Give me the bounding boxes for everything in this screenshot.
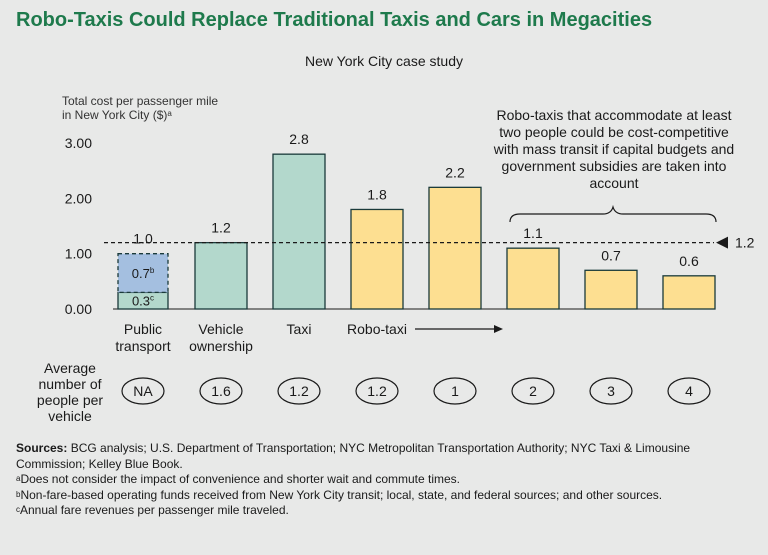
bar-value-label: 0.6 xyxy=(679,253,699,269)
avg-people-label: Average number of people per vehicle xyxy=(36,360,104,424)
bar xyxy=(428,186,482,310)
chart-subtitle: New York City case study xyxy=(305,53,463,69)
bar-segment xyxy=(117,253,169,294)
sources-line: Sources: BCG analysis; U.S. Department o… xyxy=(16,441,756,472)
category-label: transport xyxy=(115,338,170,354)
footnote-b: bNon-fare-based operating funds received… xyxy=(16,488,756,504)
bar xyxy=(350,208,404,310)
bar-segment-value-label: 0.7b xyxy=(132,266,155,281)
sources-label: Sources: xyxy=(16,441,68,455)
bar-chart: 0.001.002.003.00 0.3c0.7b1.0Publictransp… xyxy=(65,131,755,405)
occupancy-value: NA xyxy=(133,383,153,399)
callout-brace xyxy=(509,204,717,223)
footnote-c-mark: c xyxy=(16,505,20,514)
bar-value-label: 2.8 xyxy=(289,131,309,147)
bar xyxy=(506,247,560,310)
occupancy-value: 1 xyxy=(451,383,459,399)
reference-line-label: 1.2 xyxy=(735,235,755,251)
footnote-a: aDoes not consider the impact of conveni… xyxy=(16,472,756,488)
bar-value-label: 2.2 xyxy=(445,164,465,180)
robo-taxi-group-label: Robo-taxi xyxy=(347,321,407,337)
category-label: Vehicle xyxy=(198,321,243,337)
occupancy-badge xyxy=(121,377,165,405)
footnote-a-text: Does not consider the impact of convenie… xyxy=(20,472,461,486)
occupancy-value: 4 xyxy=(685,383,693,399)
y-axis-label: Total cost per passenger mile in New Yor… xyxy=(62,94,218,122)
bar-value-label: 1.0 xyxy=(133,231,153,247)
y-tick-label: 2.00 xyxy=(65,190,92,206)
bar-value-label: 1.8 xyxy=(367,186,387,202)
sources-footnotes: Sources: BCG analysis; U.S. Department o… xyxy=(16,441,756,519)
callout-text: Robo-taxis that accommodate at least two… xyxy=(493,107,735,191)
footnote-c: cAnnual fare revenues per passenger mile… xyxy=(16,503,756,519)
bar xyxy=(194,241,248,310)
y-axis-label-footnote-mark: a xyxy=(167,109,172,118)
sources-text: BCG analysis; U.S. Department of Transpo… xyxy=(16,441,691,471)
y-tick-label: 1.00 xyxy=(65,246,92,262)
occupancy-badge xyxy=(277,377,321,405)
category-label: ownership xyxy=(189,338,253,354)
bar-value-label: 0.7 xyxy=(601,247,621,263)
category-label: Taxi xyxy=(287,321,312,337)
bar-segment-value-label: 0.3c xyxy=(132,294,154,309)
y-tick-label: 0.00 xyxy=(65,301,92,317)
occupancy-value: 3 xyxy=(607,383,615,399)
occupancy-badge xyxy=(589,377,633,405)
footnote-mark: c xyxy=(150,294,154,303)
category-label: Public xyxy=(124,321,162,337)
occupancy-badge xyxy=(511,377,555,405)
occupancy-value: 2 xyxy=(529,383,537,399)
bar xyxy=(662,275,716,310)
occupancy-value: 1.2 xyxy=(289,383,309,399)
occupancy-badge xyxy=(667,377,711,405)
occupancy-value: 1.6 xyxy=(211,383,231,399)
y-axis-label-text: Total cost per passenger mile in New Yor… xyxy=(62,94,219,122)
robo-taxi-arrow-head xyxy=(494,325,503,333)
occupancy-badge xyxy=(199,377,243,405)
page-title: Robo-Taxis Could Replace Traditional Tax… xyxy=(16,9,653,31)
bar-value-label: 1.1 xyxy=(523,225,543,241)
footnote-mark: b xyxy=(150,266,155,275)
footnote-c-text: Annual fare revenues per passenger mile … xyxy=(20,503,289,517)
footnote-a-mark: a xyxy=(16,474,21,483)
occupancy-badge xyxy=(355,377,399,405)
bar xyxy=(584,269,638,310)
footnote-b-mark: b xyxy=(16,489,21,499)
occupancy-badge xyxy=(433,377,477,405)
bar xyxy=(272,153,326,310)
y-tick-label: 3.00 xyxy=(65,135,92,151)
footnote-b-text: Non-fare-based operating funds received … xyxy=(20,487,663,502)
bar-value-label: 1.2 xyxy=(211,220,231,236)
occupancy-value: 1.2 xyxy=(367,383,387,399)
reference-arrow-marker xyxy=(716,236,728,249)
